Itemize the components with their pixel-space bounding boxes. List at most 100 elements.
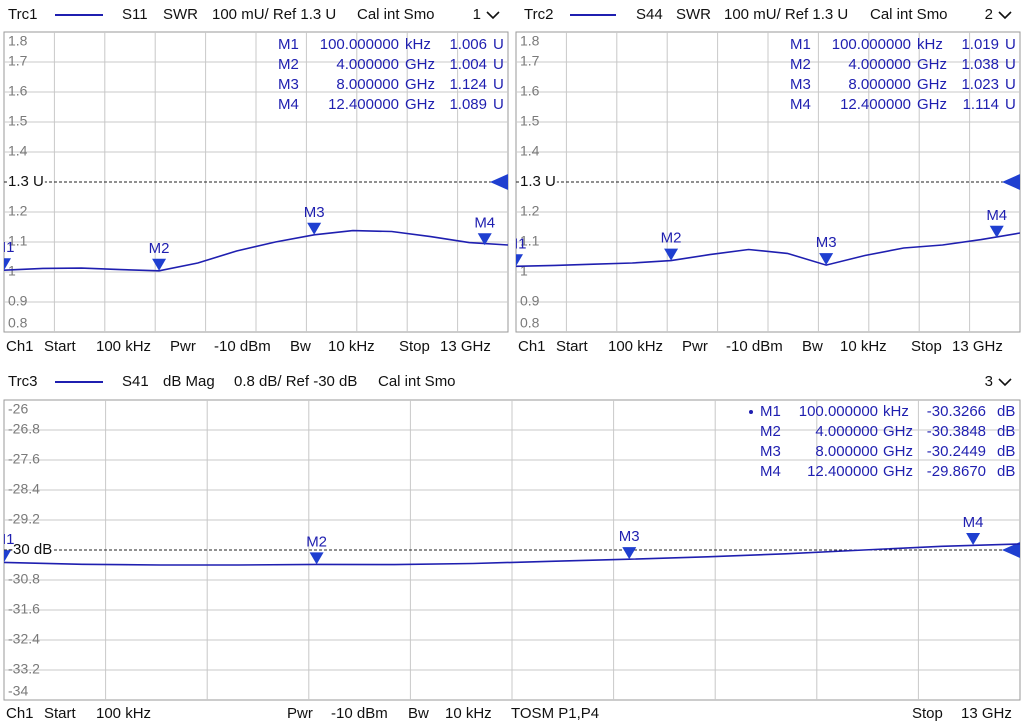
marker-label: M1	[0, 531, 14, 548]
marker-frequency-unit: GHz	[883, 423, 913, 440]
y-tick-label: -33.2	[8, 661, 40, 677]
reference-arrow	[1002, 542, 1020, 558]
marker-frequency: 4.000000	[815, 423, 878, 440]
calibration: Cal int Smo	[378, 373, 456, 390]
marker-value: 1.038	[961, 56, 999, 73]
channel-number: 3	[985, 373, 993, 390]
marker-triangle	[477, 233, 492, 246]
marker-triangle	[664, 248, 679, 261]
marker-value: 1.004	[449, 56, 487, 73]
plot-area: M1 M2 M3 M4	[0, 514, 1020, 566]
marker-value-unit: dB	[997, 463, 1015, 480]
footer-item: Stop	[399, 338, 430, 355]
footer-item: Stop	[912, 705, 943, 722]
reference-label-bg	[519, 172, 557, 190]
y-tick-label: -28.4	[8, 481, 40, 497]
y-tick-label: 1.5	[520, 113, 540, 129]
marker-value: 1.006	[449, 36, 487, 53]
marker-frequency: 8.000000	[336, 76, 399, 93]
footer-item: Start	[44, 705, 77, 722]
marker-frequency-unit: GHz	[405, 76, 435, 93]
y-tick-label: 1.5	[8, 113, 28, 129]
footer-item: Start	[556, 338, 589, 355]
marker-frequency: 8.000000	[815, 443, 878, 460]
marker-value: -30.3848	[927, 423, 986, 440]
marker-triangle	[307, 222, 322, 235]
marker-label: M3	[304, 204, 325, 221]
marker-frequency: 12.400000	[840, 96, 911, 113]
y-tick-label: 0.9	[8, 293, 28, 309]
marker-label: M3	[816, 234, 837, 251]
marker-triangle	[966, 533, 981, 546]
marker-value-unit: U	[1005, 76, 1016, 93]
marker-value: 1.089	[449, 96, 487, 113]
marker-label: M2	[306, 533, 327, 550]
marker-value-unit: dB	[997, 423, 1015, 440]
marker-frequency-unit: kHz	[883, 403, 909, 420]
footer-item: Bw	[290, 338, 311, 355]
calibration: Cal int Smo	[870, 6, 948, 23]
marker-frequency-unit: GHz	[917, 96, 947, 113]
y-tick-label: 1.2	[8, 203, 28, 219]
marker-label: M3	[619, 528, 640, 545]
marker-label: M1	[506, 235, 527, 252]
reference-label: 1.3 U	[520, 173, 556, 190]
marker-frequency: 12.400000	[807, 463, 878, 480]
y-tick-label: 1.8	[520, 33, 540, 49]
parameter: S41	[122, 373, 149, 390]
y-tick-label: -31.6	[8, 601, 40, 617]
footer-item: Start	[44, 338, 77, 355]
marker-value: 1.023	[961, 76, 999, 93]
marker-value-unit: dB	[997, 443, 1015, 460]
footer-item: 100 kHz	[96, 338, 151, 355]
trace-panel: Trc3 S41 dB Mag 0.8 dB/ Ref -30 dB Cal int S…	[0, 373, 1021, 722]
chevron	[998, 378, 1012, 387]
y-tick-label: 1.2	[520, 203, 540, 219]
marker-triangle	[622, 547, 637, 560]
marker-value-unit: dB	[997, 403, 1015, 420]
footer-item: Bw	[408, 705, 429, 722]
parameter: S44	[636, 6, 663, 23]
y-tick-label: 1.6	[8, 83, 28, 99]
marker-name: M2	[790, 56, 811, 73]
marker-frequency: 100.000000	[320, 36, 399, 53]
footer-item: Ch1	[6, 338, 34, 355]
y-tick-label: 0.8	[8, 315, 28, 331]
footer-item: TOSM P1,P4	[511, 705, 599, 722]
marker-label: M4	[986, 207, 1007, 224]
y-tick-label: -29.2	[8, 511, 40, 527]
reference-label-bg	[7, 540, 54, 558]
marker-triangle	[152, 258, 167, 271]
trace-name: Trc3	[8, 373, 37, 390]
y-tick-label: 1.1	[520, 233, 540, 249]
scale: 0.8 dB/ Ref -30 dB	[234, 373, 357, 390]
marker-frequency: 8.000000	[848, 76, 911, 93]
marker-value: -29.8670	[927, 463, 986, 480]
trace-name: Trc1	[8, 6, 37, 23]
y-tick-label: 1.7	[8, 53, 28, 69]
marker-frequency-unit: GHz	[917, 76, 947, 93]
marker-label: M1	[0, 239, 14, 256]
marker-frequency: 12.400000	[328, 96, 399, 113]
marker-triangle	[819, 253, 834, 266]
chevron	[486, 11, 500, 20]
marker-name: M1	[760, 403, 781, 420]
marker-name: M3	[278, 76, 299, 93]
y-tick-label: 0.9	[520, 293, 540, 309]
marker-name: M1	[278, 36, 299, 53]
marker-label: M2	[661, 230, 682, 247]
y-tick-label: -27.6	[8, 451, 40, 467]
footer-item: 13 GHz	[952, 338, 1003, 355]
reference-label: 1.3 U	[8, 173, 44, 190]
trace-panel: Trc1 S11 SWR 100 mU/ Ref 1.3 U Cal int Smo 10…	[0, 6, 509, 355]
marker-value-unit: U	[493, 76, 504, 93]
marker-triangle	[4, 258, 11, 271]
format: SWR	[163, 6, 198, 23]
marker-name: M4	[278, 96, 299, 113]
y-tick-label: 1	[8, 263, 16, 279]
footer-item: Ch1	[6, 705, 34, 722]
scale: 100 mU/ Ref 1.3 U	[212, 6, 336, 23]
footer-item: Ch1	[518, 338, 546, 355]
plot-area: M1 M2 M3 M4	[0, 204, 508, 272]
marker-frequency-unit: GHz	[883, 443, 913, 460]
